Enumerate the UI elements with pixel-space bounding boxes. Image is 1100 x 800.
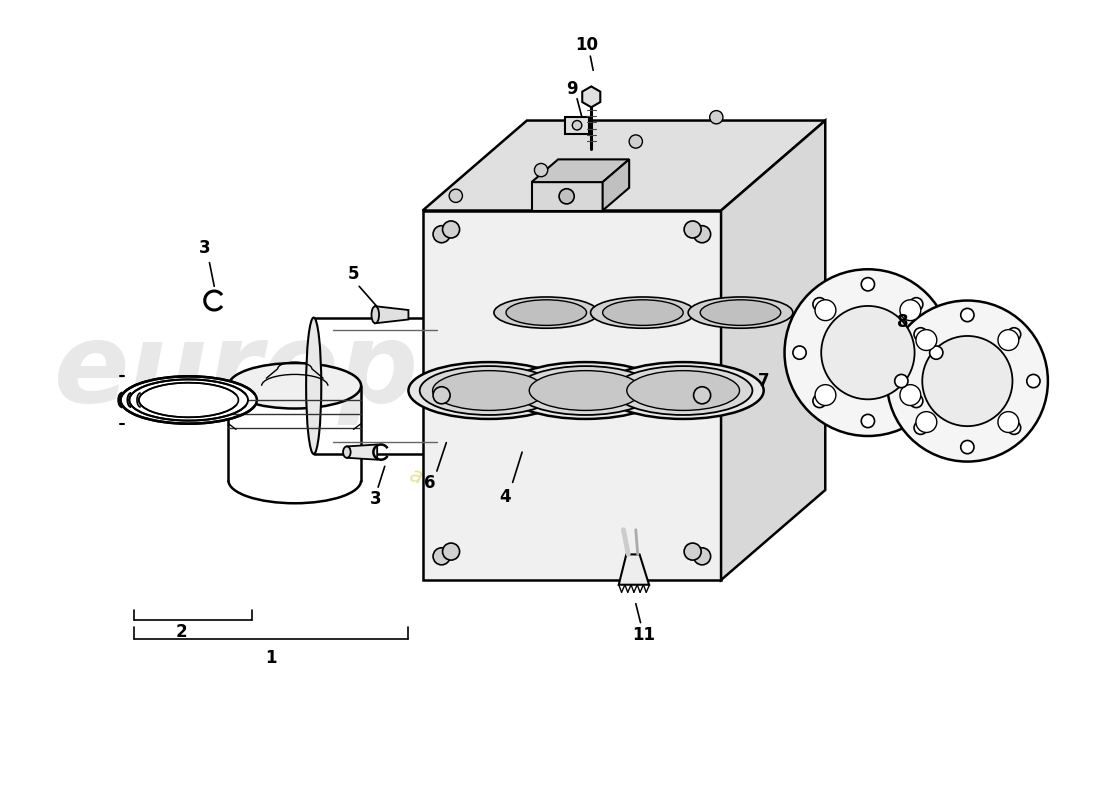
Circle shape [433,386,450,404]
Circle shape [433,548,450,565]
Ellipse shape [529,370,642,410]
Circle shape [442,221,460,238]
Text: 6: 6 [425,474,436,492]
Ellipse shape [506,300,586,326]
Ellipse shape [603,362,763,419]
Circle shape [815,385,836,406]
Circle shape [998,330,1019,350]
Circle shape [572,121,582,130]
Text: 9: 9 [566,80,579,98]
Text: 1: 1 [265,649,277,666]
Polygon shape [375,306,408,323]
Ellipse shape [372,306,379,323]
Ellipse shape [505,362,667,419]
Circle shape [894,374,908,388]
Circle shape [815,300,836,321]
Text: 11: 11 [631,626,654,644]
Circle shape [900,385,921,406]
Circle shape [813,394,826,408]
Circle shape [887,301,1048,462]
Ellipse shape [603,300,683,326]
Ellipse shape [516,366,654,415]
Polygon shape [603,159,629,210]
Ellipse shape [120,376,257,424]
Bar [531,182,603,210]
Polygon shape [618,554,649,585]
Circle shape [822,306,914,399]
Polygon shape [582,86,601,107]
Circle shape [910,298,923,311]
Circle shape [684,543,701,560]
Circle shape [960,308,974,322]
Text: europarts: europarts [54,318,668,425]
Circle shape [694,226,711,242]
Ellipse shape [614,366,752,415]
Circle shape [1026,374,1039,388]
Circle shape [710,110,723,124]
Circle shape [684,221,701,238]
Polygon shape [422,121,825,210]
Text: 5: 5 [348,265,360,283]
Circle shape [960,441,974,454]
Circle shape [930,346,943,359]
Ellipse shape [229,363,361,409]
Circle shape [629,135,642,148]
Circle shape [433,226,450,242]
Circle shape [559,189,574,204]
Ellipse shape [701,300,781,326]
Circle shape [922,336,1012,426]
Circle shape [914,328,927,341]
Circle shape [914,421,927,434]
Circle shape [910,394,923,408]
Circle shape [694,548,711,565]
Circle shape [916,412,937,433]
Circle shape [442,543,460,560]
Ellipse shape [689,297,793,328]
Circle shape [900,300,921,321]
Text: 3: 3 [370,490,381,509]
Circle shape [1008,421,1021,434]
Text: a passion for parts since 1996: a passion for parts since 1996 [407,465,713,582]
Text: 2: 2 [175,623,187,641]
Ellipse shape [139,382,239,418]
Circle shape [861,414,875,428]
Polygon shape [531,159,629,182]
Circle shape [813,298,826,311]
Polygon shape [346,445,377,460]
Circle shape [535,163,548,177]
Circle shape [784,270,952,436]
Text: 8: 8 [898,314,909,331]
Ellipse shape [130,379,248,421]
Ellipse shape [591,297,695,328]
Ellipse shape [408,362,570,419]
Circle shape [916,330,937,350]
Ellipse shape [343,446,351,458]
Circle shape [1008,328,1021,341]
Text: 4: 4 [499,488,510,506]
Text: 7: 7 [758,372,770,390]
Polygon shape [422,210,722,580]
Ellipse shape [627,370,739,410]
Ellipse shape [420,366,558,415]
Circle shape [793,346,806,359]
Polygon shape [722,121,825,580]
Ellipse shape [432,370,546,410]
Text: 10: 10 [575,36,598,54]
Circle shape [861,278,875,291]
Ellipse shape [494,297,598,328]
Bar [564,117,590,134]
Circle shape [998,412,1019,433]
Ellipse shape [306,318,321,454]
Circle shape [449,189,462,202]
Circle shape [694,386,711,404]
Text: 3: 3 [199,239,210,258]
